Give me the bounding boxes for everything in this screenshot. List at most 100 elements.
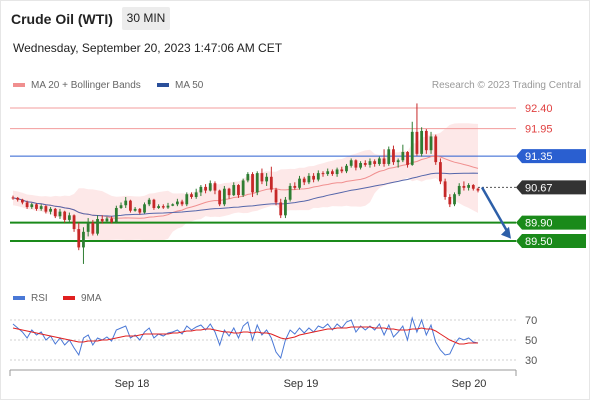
rsi-swatch-icon [13,296,25,301]
candle-body [260,173,264,182]
candle-body [222,188,226,205]
forecast-arrow-line [480,186,510,234]
candle-body [124,200,128,206]
candle-body [406,152,409,165]
level-label-89.90: 89.90 [525,218,553,230]
candle-body [363,163,367,165]
candle-body [133,208,137,211]
candle-body [25,202,29,208]
candle-body [72,215,76,230]
candle-body [321,173,325,175]
candle-body [471,185,475,189]
candle-body [63,211,67,220]
candle-body [166,205,170,208]
candle-body [171,204,175,206]
ma20-swatch-icon [13,83,25,88]
candle-body [143,204,146,213]
instrument-title: Crude Oil (WTI) [11,11,113,27]
candle-body [345,165,348,172]
candle-body [110,218,114,223]
timeframe-badge[interactable]: 30 MIN [122,7,170,30]
rsi-tick-70: 70 [525,315,537,327]
level-label-92.40: 92.40 [525,103,553,115]
candle-body [67,215,71,220]
x-tick-label: Sep 20 [452,378,487,390]
candle-body [175,201,179,205]
candle-body [53,208,57,217]
candle-body [185,194,189,205]
candle-body [147,199,151,205]
candle-body [298,178,301,188]
candle-body [129,200,132,211]
candle-body [462,185,466,188]
candle-body [467,185,471,188]
candle-body [269,176,273,190]
candle-body [373,161,377,164]
candle-body [340,169,344,172]
candle-body [208,183,212,191]
x-tick-label: Sep 19 [284,378,319,390]
ma50-swatch-icon [157,83,169,88]
candle-body [293,185,297,188]
level-tag-91.35 [516,149,586,164]
bollinger-band [13,123,478,242]
ma50-line [12,172,479,217]
candle-body [49,208,52,212]
candle-body [420,130,424,154]
candle-body [218,190,222,205]
rsi-label: RSI [31,293,48,304]
candle-body [354,160,358,168]
candle-body [157,206,161,208]
candle-body [284,199,287,216]
legend-ma20: MA 20 + Bollinger Bands [13,80,141,91]
candle-body [439,162,442,182]
candle-body [100,218,104,222]
candle-body [237,185,240,196]
candle-body [335,169,339,175]
level-tag-89.50 [516,234,586,248]
candle-body [77,229,81,248]
rsi-series-RSI [12,316,479,360]
candle-body [382,158,386,164]
legend-ma50: MA 50 [157,80,203,91]
candle-body [457,185,461,195]
candle-body [190,194,193,197]
candle-body [246,174,250,181]
candle-body [39,206,43,209]
candle-body [424,130,428,151]
candle-body [16,197,20,200]
candle-body [227,188,231,196]
candle-body [302,178,306,183]
rsi-tick-50: 50 [525,335,537,347]
candle-body [359,163,362,168]
ma20-label: MA 20 + Bollinger Bands [31,80,141,91]
candle-body [312,175,316,180]
candle-body [288,185,292,200]
candle-body [349,160,353,166]
candle-body [279,202,283,216]
candle-body [232,185,236,196]
level-tag-90.67 [516,180,586,195]
candle-body [368,161,372,165]
candle-body [96,218,99,234]
candle-body [453,194,456,205]
candle-body [241,180,245,196]
candle-body [35,204,38,209]
candle-body [307,175,311,183]
candle-body [180,201,184,205]
level-tag-89.90 [516,215,586,230]
candle-body [82,231,85,248]
candle-body [274,189,278,203]
candle-body [377,158,381,164]
candle-body [251,174,254,193]
candle-body [114,207,118,223]
candle-body [396,160,400,163]
x-tick-label: Sep 18 [115,378,150,390]
candle-body [330,171,334,175]
ma50-label: MA 50 [175,80,204,91]
level-label-89.50: 89.50 [525,236,553,248]
forecast-arrow-head [501,226,511,239]
rsi-tick-30: 30 [525,355,537,367]
ma9-label: 9MA [81,293,102,304]
research-credit: Research © 2023 Trading Central [431,80,581,91]
